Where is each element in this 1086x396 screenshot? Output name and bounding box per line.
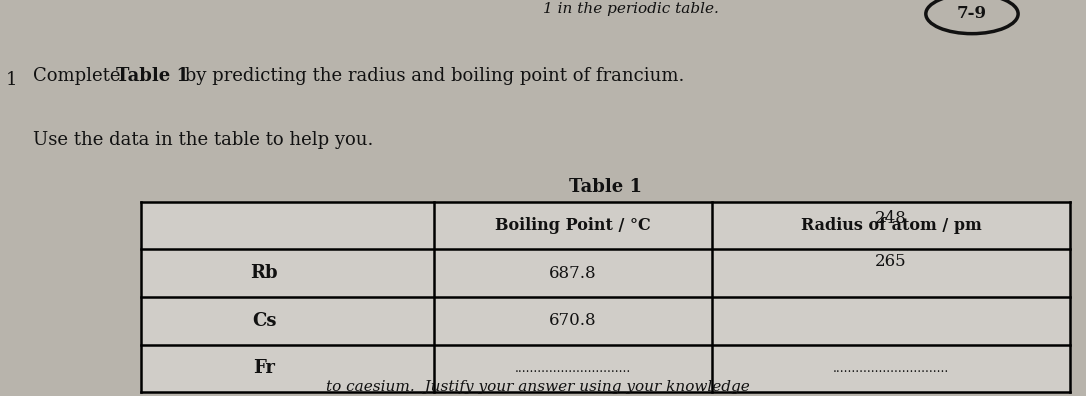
Text: Radius of atom / pm: Radius of atom / pm — [800, 217, 982, 234]
Text: Table 1: Table 1 — [116, 67, 189, 85]
Text: Rb: Rb — [250, 264, 278, 282]
FancyBboxPatch shape — [141, 345, 1070, 392]
Text: 687.8: 687.8 — [550, 265, 597, 282]
Text: 265: 265 — [875, 253, 907, 270]
FancyBboxPatch shape — [141, 249, 1070, 297]
Text: Cs: Cs — [252, 312, 276, 330]
FancyBboxPatch shape — [141, 202, 1070, 249]
Text: Table 1: Table 1 — [569, 178, 642, 196]
Text: 1: 1 — [5, 71, 17, 89]
Text: Fr: Fr — [253, 359, 275, 377]
Text: 670.8: 670.8 — [550, 312, 597, 329]
Text: Complete: Complete — [33, 67, 126, 85]
FancyBboxPatch shape — [141, 297, 1070, 345]
Text: ..............................: .............................. — [515, 362, 631, 375]
Text: 1 in the periodic table.: 1 in the periodic table. — [543, 2, 719, 16]
Text: 248: 248 — [875, 210, 907, 227]
Text: ..............................: .............................. — [833, 362, 949, 375]
Text: Boiling Point / °C: Boiling Point / °C — [495, 217, 651, 234]
Text: Use the data in the table to help you.: Use the data in the table to help you. — [33, 131, 372, 148]
Text: by predicting the radius and boiling point of francium.: by predicting the radius and boiling poi… — [179, 67, 684, 85]
Text: to caesium.  Justify your answer using your knowledge: to caesium. Justify your answer using yo… — [326, 380, 749, 394]
Text: 7-9: 7-9 — [957, 6, 987, 22]
